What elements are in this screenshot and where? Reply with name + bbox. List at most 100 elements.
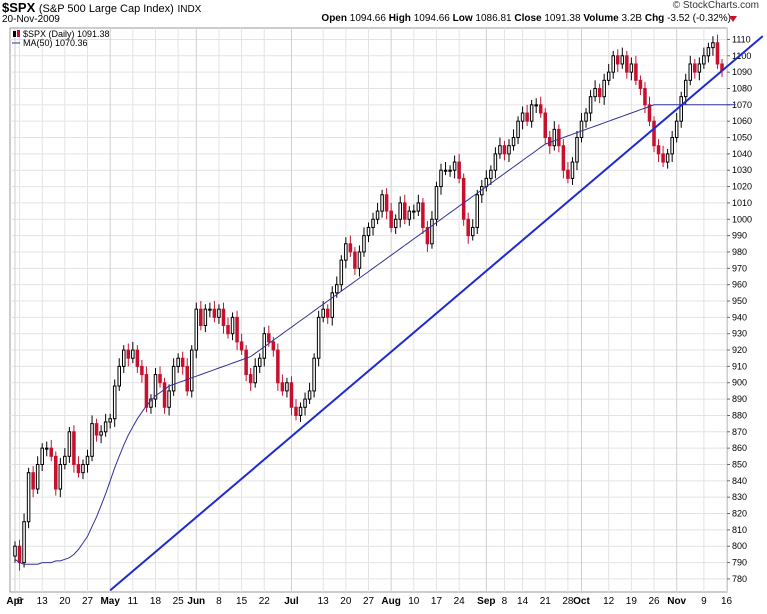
y-tick-label: 960 — [732, 280, 747, 290]
candle-up — [498, 145, 502, 155]
y-tick-label: 790 — [732, 558, 747, 568]
candle-up — [507, 145, 511, 155]
candle-down — [525, 112, 529, 122]
chg-value: -3.52 (-0.32%) — [667, 13, 731, 24]
down-triangle-icon — [729, 16, 737, 22]
y-tick-label: 800 — [732, 541, 747, 551]
candle-down — [31, 472, 35, 490]
x-tick-label: 24 — [454, 596, 466, 607]
candle-down — [715, 42, 720, 65]
candle-up — [176, 357, 180, 367]
legend-ma-label: MA(50) 1070.36 — [23, 38, 88, 48]
y-tick-label: 920 — [732, 345, 747, 355]
candle-down — [180, 357, 185, 367]
candle-up — [588, 96, 593, 114]
candle-down — [538, 104, 543, 114]
candle-up — [489, 169, 493, 179]
x-tick-label: 17 — [431, 596, 443, 607]
candle-up — [285, 382, 289, 392]
high-value: 1094.66 — [413, 13, 450, 24]
candle-up — [217, 308, 221, 318]
y-tick-label: 1070 — [732, 100, 752, 110]
candle-up — [674, 120, 679, 139]
x-tick-label: 15 — [236, 596, 248, 607]
candle-up — [253, 365, 257, 384]
candle-up — [44, 447, 49, 450]
x-tick-label: 28 — [562, 596, 574, 607]
candle-up — [611, 55, 615, 73]
candle-up — [153, 374, 158, 400]
x-tick-label: 11 — [128, 596, 139, 607]
y-tick-label: 1090 — [732, 67, 752, 77]
candle-down — [693, 63, 697, 73]
x-tick-label: 25 — [173, 596, 185, 607]
volume-value: 3.2B — [621, 13, 643, 24]
ma50-line — [14, 104, 736, 565]
candle-down — [158, 374, 162, 384]
candle-up — [257, 357, 262, 367]
candle-up — [171, 365, 176, 392]
y-tick-label: 1060 — [732, 116, 752, 126]
candle-up — [330, 292, 335, 318]
candle-down — [276, 349, 280, 384]
candle-down — [384, 194, 389, 212]
x-tick-label: May — [100, 596, 120, 607]
candle-up — [575, 137, 579, 163]
y-tick-label: 950 — [732, 296, 747, 306]
symbol: $SPX — [2, 0, 36, 15]
candle-up — [475, 194, 480, 228]
candle-down — [425, 226, 430, 245]
candle-up — [35, 463, 40, 490]
x-tick-label: 9 — [701, 596, 707, 607]
x-tick-label: 22 — [259, 596, 271, 607]
x-tick-label: 19 — [626, 596, 638, 607]
candle-down — [625, 55, 629, 73]
candle-up — [99, 431, 103, 436]
candle-icon — [13, 31, 16, 37]
x-tick-label: 8 — [216, 596, 222, 607]
candle-up — [711, 42, 715, 49]
candle-up — [203, 308, 208, 327]
candle-up — [620, 55, 625, 65]
candle-down — [212, 308, 217, 318]
x-tick-label: 27 — [363, 596, 375, 607]
x-tick-label: Aug — [381, 596, 400, 607]
candle-up — [434, 186, 439, 220]
candle-down — [289, 382, 294, 408]
candle-down — [457, 161, 461, 179]
candle-down — [221, 308, 226, 327]
open-value: 1094.66 — [349, 13, 386, 24]
y-tick-label: 850 — [732, 459, 747, 469]
candle-up — [167, 390, 171, 408]
x-tick-label: 6 — [17, 596, 23, 607]
x-tick-label: 26 — [648, 596, 660, 607]
x-tick-label: 27 — [82, 596, 94, 607]
brand-link[interactable]: © StockCharts.com — [672, 0, 759, 11]
x-tick-label: 14 — [517, 596, 529, 607]
candle-up — [670, 137, 674, 155]
candle-up — [407, 210, 412, 220]
candle-down — [126, 349, 131, 359]
candle-down — [244, 349, 248, 376]
candle-down — [466, 218, 470, 237]
candle-up — [312, 357, 316, 392]
candle-up — [529, 104, 534, 122]
y-tick-label: 1000 — [732, 214, 752, 224]
y-tick-label: 990 — [732, 231, 747, 241]
y-tick-label: 890 — [732, 394, 747, 404]
candle-up — [103, 421, 108, 433]
symbol-title: $SPX (S&P 500 Large Cap Index) INDX — [2, 0, 201, 15]
candle-down — [561, 145, 566, 171]
candle-up — [122, 349, 126, 367]
candle-up — [448, 169, 452, 172]
exchange: INDX — [177, 4, 202, 15]
candle-down — [421, 202, 425, 228]
candle-up — [516, 120, 520, 139]
y-tick-label: 900 — [732, 378, 747, 388]
chg-label: Chg — [644, 13, 665, 24]
candle-down — [294, 406, 298, 416]
x-tick-label: Sep — [477, 596, 495, 607]
candle-up — [321, 308, 325, 318]
candle-up — [117, 365, 122, 387]
candle-up — [416, 202, 421, 212]
